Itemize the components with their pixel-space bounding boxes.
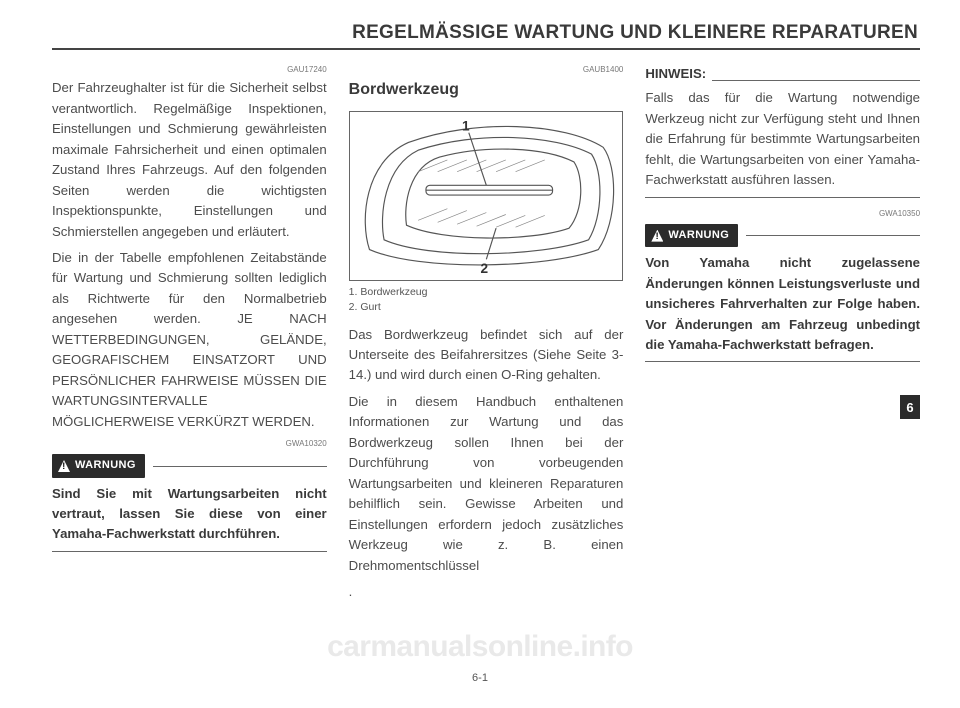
warning-text: Sind Sie mit Wartungsarbeiten nicht vert… bbox=[52, 484, 327, 545]
page-title: REGELMÄSSIGE WARTUNG UND KLEINERE REPARA… bbox=[52, 22, 920, 44]
hinweis-label: HINWEIS: bbox=[645, 64, 706, 84]
caption-line-1: 1. Bordwerkzeug bbox=[349, 285, 624, 300]
warning-rule bbox=[153, 466, 327, 467]
paragraph: Die in diesem Handbuch enthaltenen Infor… bbox=[349, 392, 624, 576]
content-columns: GAU17240 Der Fahrzeughalter ist für die … bbox=[52, 64, 920, 608]
warning-icon bbox=[58, 460, 70, 472]
section-heading: Bordwerkzeug bbox=[349, 78, 624, 103]
hinweis-rule bbox=[712, 80, 920, 81]
warning-icon bbox=[651, 230, 663, 242]
figure-label-1: 1 bbox=[462, 119, 470, 134]
column-1: GAU17240 Der Fahrzeughalter ist für die … bbox=[52, 64, 327, 608]
warning-badge: WARNUNG bbox=[645, 224, 738, 247]
warning-rule bbox=[746, 235, 920, 236]
hinweis-text: Falls das für die Wartung notwendige Wer… bbox=[645, 88, 920, 190]
warning-text: Von Yamaha nicht zugelassene Änderungen … bbox=[645, 253, 920, 355]
section-end-rule bbox=[645, 197, 920, 198]
section-end-rule bbox=[52, 551, 327, 552]
warning-label: WARNUNG bbox=[668, 227, 729, 244]
section-end-rule bbox=[645, 361, 920, 362]
ref-code: GAU17240 bbox=[52, 64, 327, 76]
warning-label: WARNUNG bbox=[75, 457, 136, 474]
intro-paragraph-2: Die in der Tabelle empfohlenen Zeitabstä… bbox=[52, 248, 327, 432]
ref-code: GWA10350 bbox=[645, 208, 920, 220]
column-3: HINWEIS: Falls das für die Wartung notwe… bbox=[645, 64, 920, 608]
figure-caption: 1. Bordwerkzeug 2. Gurt bbox=[349, 285, 624, 314]
hinweis-heading: HINWEIS: bbox=[645, 64, 920, 84]
column-2: GAUB1400 Bordwerkzeug bbox=[349, 64, 624, 608]
intro-paragraph-1: Der Fahrzeughalter ist für die Sicherhei… bbox=[52, 78, 327, 242]
header-rule bbox=[52, 48, 920, 50]
warning-heading: WARNUNG bbox=[52, 454, 327, 477]
warning-heading: WARNUNG bbox=[645, 224, 920, 247]
caption-line-2: 2. Gurt bbox=[349, 300, 624, 315]
warning-badge: WARNUNG bbox=[52, 454, 145, 477]
page-number: 6-1 bbox=[0, 672, 960, 684]
ref-code: GAUB1400 bbox=[349, 64, 624, 76]
paragraph: . bbox=[349, 582, 624, 602]
ref-code: GWA10320 bbox=[52, 438, 327, 450]
watermark: carmanualsonline.info bbox=[0, 630, 960, 664]
figure-box: 1 2 bbox=[349, 111, 624, 281]
figure-label-2: 2 bbox=[480, 261, 488, 276]
paragraph: Das Bordwerkzeug befindet sich auf der U… bbox=[349, 325, 624, 386]
toolkit-diagram: 1 2 bbox=[350, 112, 623, 280]
